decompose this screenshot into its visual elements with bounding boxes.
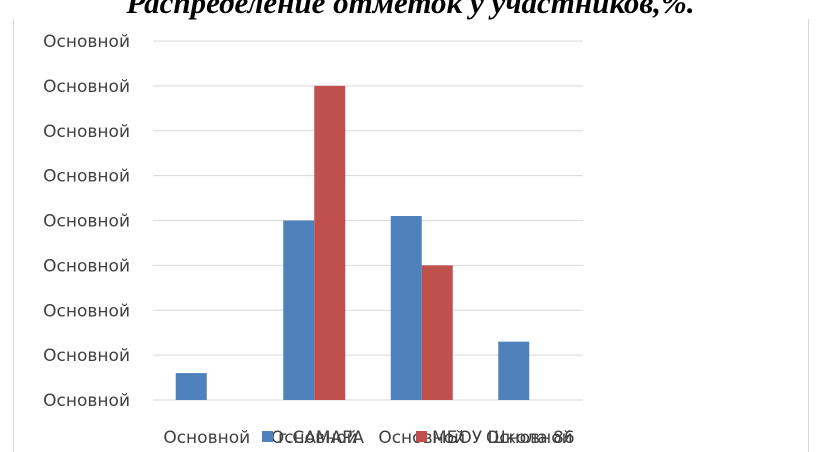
- bar: [283, 220, 315, 400]
- bar: [390, 216, 422, 400]
- chart-frame: [13, 19, 809, 452]
- x-tick-label: Основной: [486, 428, 573, 448]
- chart-title: Распределение отметок у участников,%.: [126, 0, 695, 20]
- bar: [421, 265, 453, 400]
- y-tick-label: Основной: [43, 167, 130, 187]
- x-tick-label: Основной: [271, 428, 358, 448]
- bar: [175, 373, 207, 400]
- y-tick-label: Основной: [43, 122, 130, 142]
- y-axis-tick-labels: Основной Основной Основной Основной Основной…: [43, 32, 130, 411]
- y-tick-label: Основной: [43, 32, 130, 52]
- legend-label: МБОУ Школа 86: [432, 428, 575, 448]
- y-tick-label: Основной: [43, 212, 130, 232]
- legend-label: г.САМАРА: [278, 428, 364, 448]
- y-tick-label: Основной: [43, 391, 130, 411]
- legend-swatch: [262, 431, 273, 442]
- y-tick-label: Основной: [43, 77, 130, 97]
- y-tick-label: Основной: [43, 301, 130, 321]
- legend: г.САМАРА МБОУ Школа 86: [262, 428, 575, 448]
- bar: [314, 85, 346, 400]
- x-tick-label: Основной: [163, 428, 250, 448]
- y-tick-label: Основной: [43, 256, 130, 276]
- bar: [498, 341, 530, 400]
- legend-swatch: [416, 431, 427, 442]
- y-tick-label: Основной: [43, 346, 130, 366]
- bars: [175, 85, 530, 400]
